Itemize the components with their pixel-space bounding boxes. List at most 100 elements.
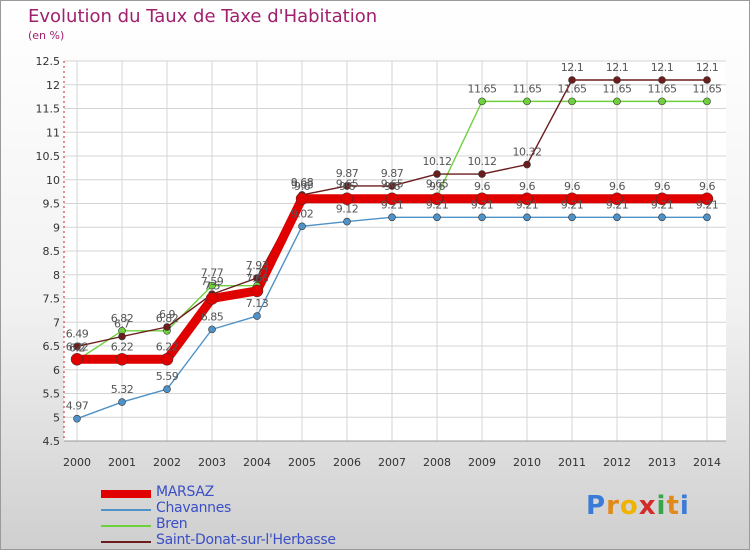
data-point (430, 192, 444, 205)
x-tick-label: 2010 (513, 456, 541, 469)
data-label: 9.6 (384, 180, 400, 193)
data-label: 7.77 (201, 267, 224, 280)
data-point (163, 385, 171, 394)
data-label: 9.6 (429, 180, 445, 193)
data-point (343, 182, 351, 190)
data-point (478, 170, 486, 178)
data-label: 10.12 (468, 155, 497, 168)
data-point (703, 213, 711, 222)
legend-swatch (101, 525, 151, 527)
data-point (523, 160, 531, 169)
data-label: 9.6 (474, 180, 490, 193)
data-label: 9.68 (291, 176, 314, 189)
logo-letter: t (666, 491, 680, 521)
logo-letter: r (606, 491, 620, 521)
data-label: 4.97 (66, 400, 89, 413)
x-tick-label: 2009 (468, 456, 496, 469)
y-tick-label: 10 (46, 174, 60, 187)
data-label: 9.21 (471, 198, 494, 211)
data-point (565, 192, 579, 205)
data-label: 9.6 (609, 180, 625, 193)
y-tick-label: 5.5 (43, 388, 61, 401)
data-label: 9.65 (336, 177, 359, 190)
data-point (385, 192, 399, 205)
x-tick-label: 2013 (648, 456, 676, 469)
data-point (568, 76, 576, 84)
x-tick-label: 2012 (603, 456, 631, 469)
data-label: 6.22 (156, 340, 179, 353)
data-point (520, 192, 534, 205)
data-point (118, 398, 126, 406)
proxiti-logo: Proxiti (586, 491, 690, 521)
logo-letter: x (638, 491, 657, 521)
data-point (658, 97, 666, 106)
data-label: 11.65 (558, 82, 587, 95)
chart-unit: (en %) (28, 29, 65, 42)
data-label: 9.21 (381, 198, 404, 211)
data-label: 11.65 (603, 82, 632, 95)
data-point (568, 97, 576, 106)
data-label: 9.21 (651, 198, 674, 211)
data-point (253, 274, 261, 282)
y-tick-label: 10.5 (36, 150, 61, 163)
y-tick-label: 8 (53, 269, 60, 282)
logo-letter: i (656, 491, 667, 521)
data-label: 9.63 (291, 178, 314, 191)
data-point (658, 213, 666, 222)
y-tick-label: 7.5 (43, 293, 61, 306)
data-label: 5.32 (111, 383, 134, 396)
data-label: 6.2 (69, 341, 85, 354)
data-label: 11.65 (468, 82, 497, 95)
data-point (115, 353, 129, 366)
data-point (655, 192, 669, 205)
data-point (610, 192, 624, 205)
data-label: 9.21 (606, 198, 629, 211)
data-label: 6.85 (201, 310, 224, 323)
data-label: 9.6 (339, 180, 355, 193)
data-label: 12.1 (651, 61, 674, 74)
data-label: 6.7 (114, 318, 130, 331)
data-label: 9.6 (699, 180, 715, 193)
data-label: 6.22 (111, 340, 134, 353)
data-point (343, 217, 351, 226)
y-tick-label: 11.5 (36, 103, 61, 116)
data-label: 6.9 (159, 308, 175, 321)
data-label: 9.87 (336, 167, 359, 180)
data-point (475, 192, 489, 205)
data-point (73, 342, 81, 351)
data-label: 12.1 (561, 61, 584, 74)
data-label: 9.65 (426, 177, 449, 190)
logo-letter: P (586, 491, 607, 521)
logo-letter: i (679, 491, 690, 521)
y-tick-label: 5 (53, 411, 60, 424)
data-point (613, 213, 621, 222)
data-label: 6.82 (111, 312, 134, 325)
data-point (433, 213, 441, 222)
legend-label: Bren (156, 516, 188, 532)
data-label: 9.6 (519, 180, 535, 193)
x-tick-label: 2000 (63, 456, 91, 469)
data-label: 6.22 (66, 340, 89, 353)
data-label: 11.65 (648, 82, 677, 95)
data-label: 9.65 (381, 177, 404, 190)
y-tick-label: 9.5 (43, 198, 61, 211)
data-label: 10.32 (513, 146, 542, 159)
data-point (568, 213, 576, 222)
data-label: 5.59 (156, 370, 179, 383)
data-label: 7.59 (201, 275, 224, 288)
y-tick-label: 6.5 (43, 340, 61, 353)
data-label: 9.12 (336, 203, 359, 216)
x-tick-label: 2007 (378, 456, 406, 469)
data-label: 11.65 (513, 82, 542, 95)
data-label: 7.13 (246, 297, 269, 310)
data-point (658, 76, 666, 84)
data-point (388, 213, 396, 222)
x-tick-label: 2004 (243, 456, 271, 469)
data-point (118, 332, 126, 341)
y-tick-label: 6 (53, 364, 60, 377)
x-tick-label: 2014 (693, 456, 721, 469)
logo-letter: o (619, 491, 639, 521)
legend-label: Chavannes (156, 500, 232, 516)
data-label: 7.66 (246, 272, 269, 285)
